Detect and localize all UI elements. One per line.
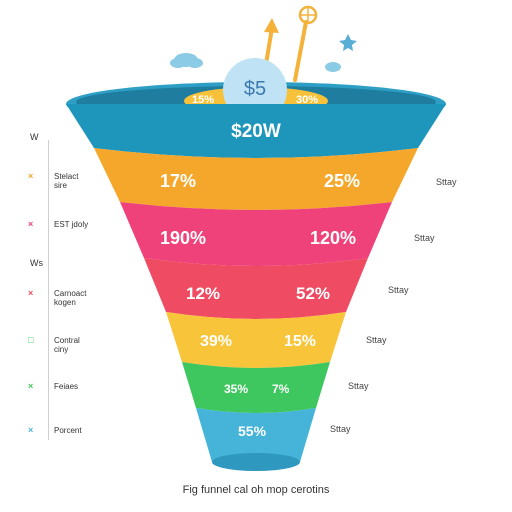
stage-4-side-label: Sttay bbox=[366, 335, 387, 345]
figure-caption: Fig funnel cal oh mop cerotins bbox=[182, 484, 330, 496]
funnel-stage-3 bbox=[144, 258, 368, 319]
stage-6-value: 55% bbox=[238, 423, 267, 439]
funnel-stage-6 bbox=[196, 408, 316, 467]
axis-tick-mid: Ws bbox=[30, 258, 43, 268]
legend-mark-5: × bbox=[28, 381, 34, 391]
stage-1-left-value: 17% bbox=[160, 171, 197, 191]
rim-right-value: 30% bbox=[296, 94, 319, 106]
coin-label: $5 bbox=[243, 78, 267, 100]
legend-label-2: EST jdoly bbox=[54, 220, 89, 229]
stage-1-right-value: 25% bbox=[324, 171, 361, 191]
stage-2-right-value: 120% bbox=[310, 228, 357, 248]
star-icon bbox=[339, 34, 357, 51]
legend-label-4: Contral ciny bbox=[54, 336, 80, 354]
legend-mark-3: × bbox=[28, 288, 34, 298]
rim-left-value: 15% bbox=[192, 94, 215, 106]
funnel-stage-5 bbox=[182, 362, 330, 413]
stage-1-side-label: Sttay bbox=[436, 177, 457, 187]
cloud-icon bbox=[170, 53, 203, 68]
stage-5-side-label: Sttay bbox=[348, 381, 369, 391]
stage-3-right-value: 52% bbox=[296, 284, 331, 303]
stage-6-side-label: Sttay bbox=[330, 424, 351, 434]
stage-4-right-value: 15% bbox=[284, 333, 317, 350]
legend-label-5: Feiaes bbox=[54, 382, 79, 391]
stage-5-right-value: 7% bbox=[272, 382, 290, 396]
legend-mark-2: × bbox=[28, 219, 34, 229]
legend-label-1: Stelact sire bbox=[54, 172, 79, 190]
funnel-bottom bbox=[212, 453, 300, 471]
legend-mark-4: □ bbox=[28, 335, 34, 345]
target-icon bbox=[293, 5, 318, 82]
legend-mark-6: × bbox=[28, 425, 34, 435]
stage-3-left-value: 12% bbox=[186, 284, 221, 303]
legend-label-6: Porcent bbox=[54, 426, 82, 435]
funnel-stage-1 bbox=[94, 148, 418, 210]
stage-4-left-value: 39% bbox=[200, 333, 233, 350]
top-band-label: $20W bbox=[231, 121, 281, 142]
legend-mark-1: × bbox=[28, 171, 34, 181]
stage-5-left-value: 35% bbox=[224, 382, 249, 396]
cloud-icon bbox=[325, 62, 341, 72]
funnel-top-band bbox=[66, 104, 446, 158]
stage-2-side-label: Sttay bbox=[414, 233, 435, 243]
legend-label-3: Carnoact kogen bbox=[54, 289, 87, 307]
funnel-stage-2 bbox=[120, 202, 392, 266]
axis-tick-top: W bbox=[30, 132, 39, 142]
stage-3-side-label: Sttay bbox=[388, 285, 409, 295]
funnel-stage-4 bbox=[166, 312, 346, 368]
stage-2-left-value: 190% bbox=[160, 228, 207, 248]
axis-line bbox=[48, 140, 49, 440]
